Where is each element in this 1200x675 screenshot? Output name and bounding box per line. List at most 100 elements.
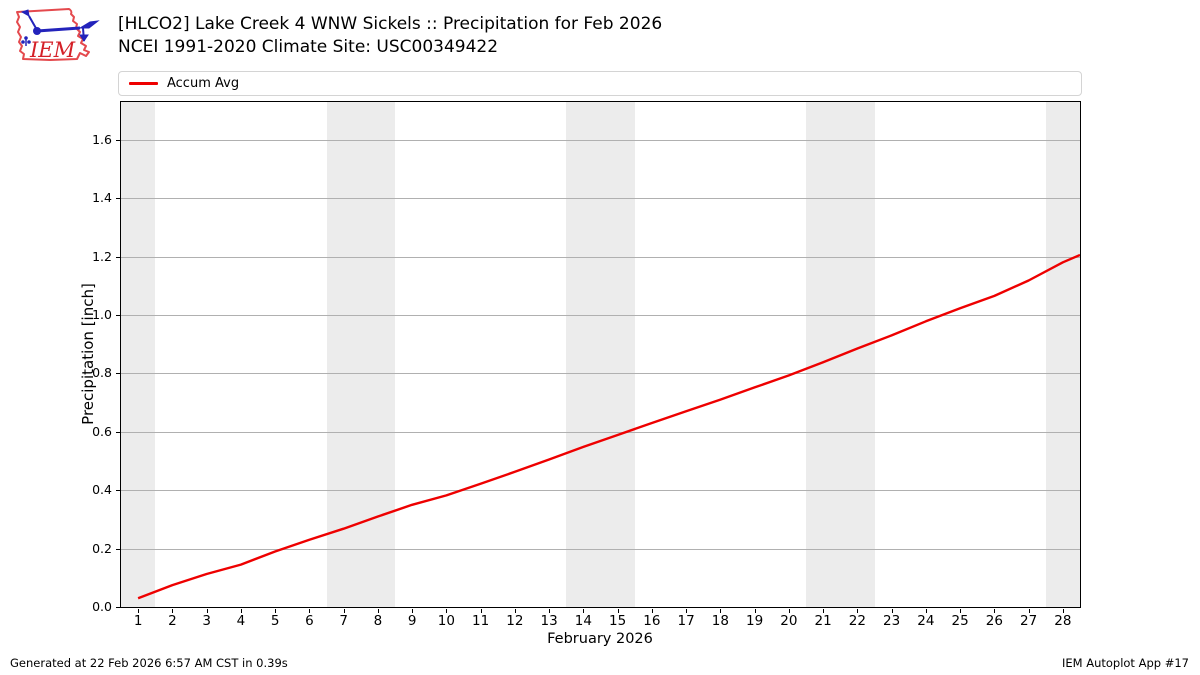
x-tick-mark	[1028, 609, 1030, 613]
y-axis-label: Precipitation [inch]	[79, 283, 97, 425]
x-tick-label: 13	[540, 613, 558, 629]
x-tick-mark	[617, 609, 619, 613]
chart-title-block: [HLCO2] Lake Creek 4 WNW Sickels :: Prec…	[118, 13, 662, 58]
y-tick-mark	[116, 490, 120, 492]
y-tick-mark	[116, 548, 120, 550]
x-tick-label: 21	[814, 613, 832, 629]
x-tick-label: 28	[1054, 613, 1072, 629]
x-tick-mark	[206, 609, 208, 613]
x-tick-mark	[994, 609, 996, 613]
x-tick-label: 1	[133, 613, 143, 629]
x-tick-mark	[275, 609, 277, 613]
y-tick-label: 1.4	[92, 190, 112, 206]
y-tick-label: 1.2	[92, 248, 112, 264]
x-tick-mark	[343, 609, 345, 613]
y-tick-label: 0.0	[92, 599, 112, 614]
x-tick-label: 22	[848, 613, 866, 629]
gridline	[121, 198, 1080, 200]
gridline	[121, 314, 1080, 316]
gridline	[121, 373, 1080, 375]
x-tick-label: 10	[437, 613, 455, 629]
x-tick-label: 23	[883, 613, 901, 629]
x-tick-label: 26	[985, 613, 1003, 629]
gridline	[121, 139, 1080, 141]
x-tick-mark	[891, 609, 893, 613]
y-tick-label: 1.6	[92, 131, 112, 147]
y-tick-label: 0.2	[92, 540, 112, 556]
x-tick-label: 16	[643, 613, 661, 629]
gridline	[121, 548, 1080, 550]
x-tick-mark	[377, 609, 379, 613]
generated-at-text: Generated at 22 Feb 2026 6:57 AM CST in …	[10, 656, 288, 670]
weekend-band	[121, 102, 156, 607]
x-tick-mark	[823, 609, 825, 613]
y-tick-label: 0.8	[92, 365, 112, 381]
x-tick-mark	[446, 609, 448, 613]
x-tick-mark	[857, 609, 859, 613]
weekend-band	[1045, 102, 1080, 607]
x-axis-label: February 2026	[547, 631, 653, 647]
x-tick-label: 27	[1020, 613, 1038, 629]
x-tick-mark	[1062, 609, 1064, 613]
y-tick-label: 0.4	[92, 482, 112, 498]
y-tick-mark	[116, 198, 120, 200]
y-tick-mark	[116, 256, 120, 258]
x-tick-label: 17	[677, 613, 695, 629]
x-tick-mark	[788, 609, 790, 613]
x-tick-mark	[686, 609, 688, 613]
x-tick-label: 15	[609, 613, 627, 629]
x-tick-mark	[549, 609, 551, 613]
gridline	[121, 256, 1080, 258]
x-tick-label: 6	[305, 613, 314, 629]
x-tick-label: 5	[270, 613, 280, 629]
plot-area	[120, 101, 1081, 608]
x-tick-mark	[240, 609, 242, 613]
x-tick-mark	[172, 609, 174, 613]
x-tick-mark	[412, 609, 414, 613]
x-tick-label: 9	[407, 613, 417, 629]
y-tick-label: 0.6	[92, 423, 112, 439]
x-tick-label: 18	[711, 613, 729, 629]
app-credit-text: IEM Autoplot App #17	[1061, 656, 1189, 670]
iem-logo: IEM	[16, 8, 100, 62]
y-tick-label: 1.0	[92, 306, 112, 322]
x-tick-mark	[138, 609, 140, 613]
plot-inner	[121, 102, 1080, 607]
x-tick-mark	[583, 609, 585, 613]
gridline	[121, 431, 1080, 433]
chart-title: [HLCO2] Lake Creek 4 WNW Sickels :: Prec…	[118, 14, 663, 34]
x-tick-mark	[480, 609, 482, 613]
weather-instrument-icon	[20, 9, 100, 46]
x-tick-mark	[754, 609, 756, 613]
x-tick-label: 4	[236, 613, 246, 629]
y-tick-mark	[116, 431, 120, 433]
y-tick-mark	[116, 139, 120, 141]
x-tick-label: 7	[339, 613, 348, 629]
x-tick-mark	[309, 609, 311, 613]
x-tick-label: 2	[168, 613, 177, 629]
iowa-outline	[16, 8, 90, 61]
legend-line-swatch	[129, 82, 158, 85]
legend-label: Accum Avg	[167, 76, 240, 91]
x-tick-label: 14	[574, 613, 592, 629]
series-line-accum-avg	[137, 253, 1080, 600]
x-tick-label: 3	[202, 613, 211, 629]
x-tick-label: 20	[780, 613, 798, 629]
gridline	[121, 490, 1080, 492]
x-tick-label: 8	[373, 613, 383, 629]
x-tick-mark	[651, 609, 653, 613]
x-tick-label: 19	[746, 613, 764, 629]
y-tick-mark	[116, 373, 120, 375]
x-tick-label: 12	[506, 613, 524, 629]
x-tick-mark	[925, 609, 927, 613]
x-tick-label: 25	[951, 613, 969, 629]
logo-wordmark: IEM	[29, 38, 76, 62]
chart-subtitle: NCEI 1991-2020 Climate Site: USC00349422	[118, 36, 499, 57]
x-tick-mark	[720, 609, 722, 613]
x-tick-label: 11	[472, 613, 490, 629]
x-tick-mark	[514, 609, 516, 613]
y-tick-mark	[116, 607, 120, 608]
weekend-band	[566, 102, 635, 607]
x-tick-label: 24	[917, 613, 935, 629]
